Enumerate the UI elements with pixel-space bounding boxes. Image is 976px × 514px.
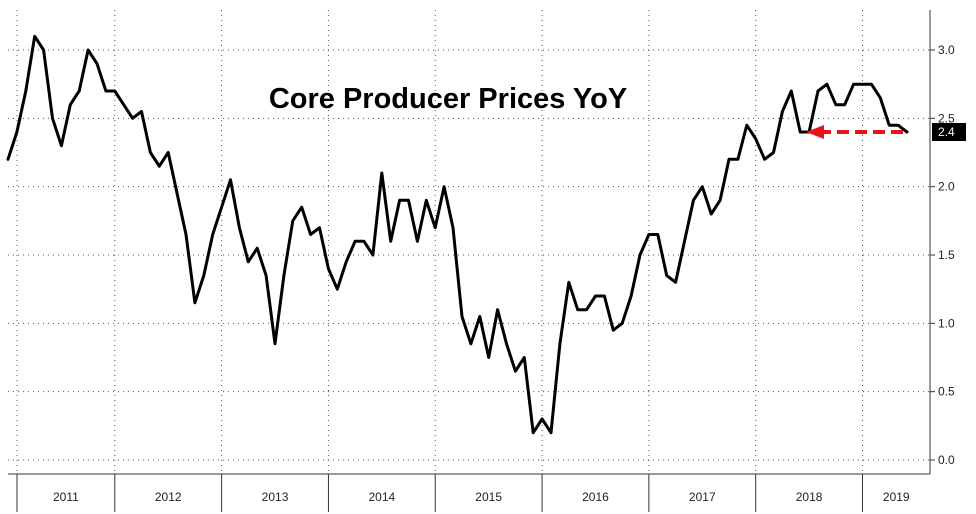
x-tick-label: 2015 — [475, 490, 502, 504]
grid-layer — [8, 10, 930, 474]
y-tick-label: 1.0 — [938, 316, 955, 330]
y-tick-label: 0.5 — [938, 385, 955, 399]
annotation-layer: 2.4 — [806, 123, 966, 141]
x-tick-label: 2018 — [796, 490, 823, 504]
axes-layer: 0.0 0.5 1.0 1.5 2.0 2.5 3.0 2011 2012 2013 2014 201… — [8, 10, 955, 512]
x-tick-label: 2012 — [155, 490, 182, 504]
x-tick-label: 2013 — [262, 490, 289, 504]
y-tick-label: 2.0 — [938, 180, 955, 194]
y-tick-label: 3.0 — [938, 43, 955, 57]
x-tick-label: 2019 — [883, 490, 910, 504]
last-value-label: 2.4 — [938, 125, 955, 139]
chart-title: Core Producer Prices YoY — [269, 83, 627, 115]
x-tick-label: 2017 — [689, 490, 716, 504]
y-tick-label: 2.5 — [938, 111, 955, 125]
y-tick-label: 1.5 — [938, 248, 955, 262]
series-line — [6, 34, 909, 435]
x-tick-label: 2011 — [53, 490, 79, 504]
y-tick-label: 0.0 — [938, 453, 955, 467]
x-tick-label: 2016 — [582, 490, 609, 504]
series-layer — [6, 34, 909, 435]
annotation-arrowhead — [806, 125, 824, 139]
last-value-box — [932, 123, 966, 141]
x-tick-label: 2014 — [368, 490, 395, 504]
